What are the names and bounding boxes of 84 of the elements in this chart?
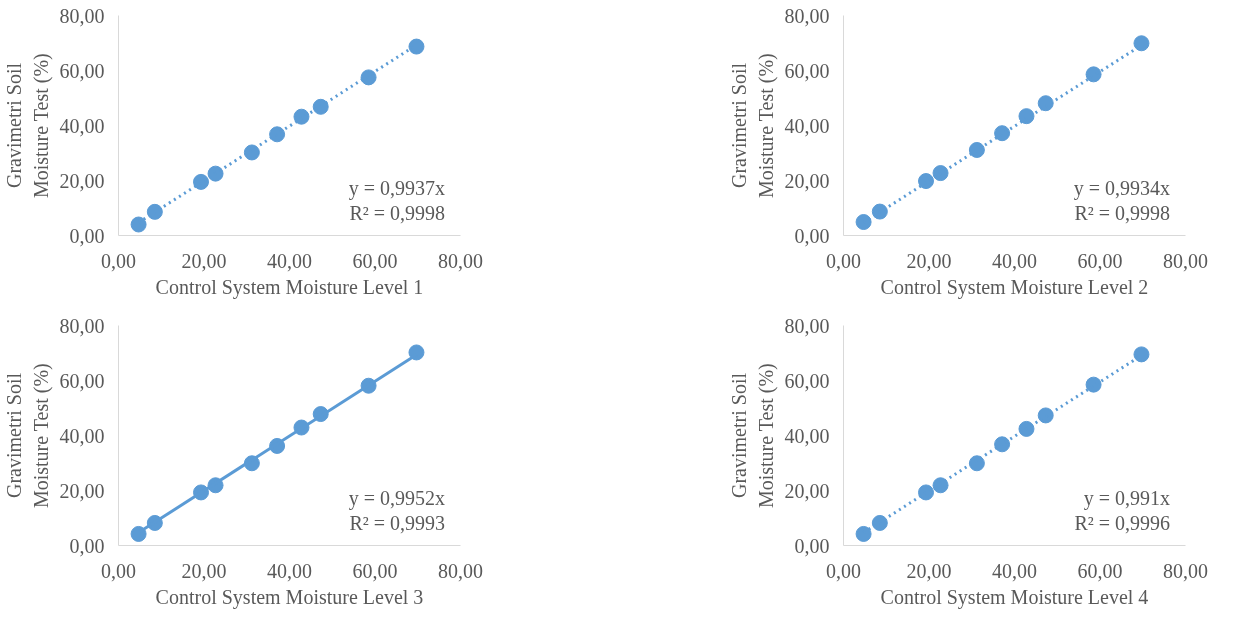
x-tick-label: 60,00 xyxy=(1077,559,1123,582)
y-tick-label: 0,00 xyxy=(794,224,830,247)
point xyxy=(312,98,329,115)
point xyxy=(968,455,985,472)
x-tick-label: 80,00 xyxy=(438,249,483,272)
y-axis-title: Gravimetri Soil Moisture Test (%) xyxy=(728,363,778,509)
point xyxy=(293,108,310,125)
point xyxy=(243,144,260,161)
y-tick-label: 20,00 xyxy=(784,479,830,502)
point xyxy=(918,484,935,501)
point xyxy=(1085,376,1102,393)
x-tick-label: 80,00 xyxy=(1163,249,1208,272)
x-tick-label: 60,00 xyxy=(1077,249,1123,272)
point xyxy=(1018,108,1035,125)
point xyxy=(130,216,147,233)
point xyxy=(932,165,949,182)
x-tick-label: 0,00 xyxy=(826,559,861,582)
x-tick-label: 0,00 xyxy=(101,559,136,582)
x-tick-label: 20,00 xyxy=(906,249,952,272)
point xyxy=(193,173,210,190)
x-tick-label: 60,00 xyxy=(352,249,398,272)
y-tick-label: 40,00 xyxy=(784,114,830,137)
annotation: y = 0,9934x R² = 0,9998 xyxy=(1073,177,1171,225)
x-tick-label: 0,00 xyxy=(826,249,861,272)
y-tick-label: 60,00 xyxy=(784,59,830,82)
x-axis-title: Control System Moisture Level 1 xyxy=(155,275,424,299)
x-tick-label: 0,00 xyxy=(101,249,136,272)
y-tick-label: 80,00 xyxy=(784,4,830,27)
y-tick-label: 0,00 xyxy=(794,534,830,557)
x-axis-title: Control System Moisture Level 3 xyxy=(155,585,424,609)
point xyxy=(269,126,286,143)
y-axis-title: Gravimetri Soil Moisture Test (%) xyxy=(728,53,778,199)
point xyxy=(1085,66,1102,83)
point xyxy=(855,214,872,231)
y-tick-label: 40,00 xyxy=(784,424,830,447)
y-tick-label: 40,00 xyxy=(59,114,105,137)
annotation: y = 0,9937x R² = 0,9998 xyxy=(348,177,446,225)
annotation: y = 0,991x R² = 0,9996 xyxy=(1074,487,1171,535)
y-axis-title: Gravimetri Soil Moisture Test (%) xyxy=(3,53,53,199)
y-tick-label: 80,00 xyxy=(784,314,830,337)
point xyxy=(1037,407,1054,424)
y-tick-label: 60,00 xyxy=(59,369,105,392)
point xyxy=(994,436,1011,453)
x-tick-label: 40,00 xyxy=(992,559,1037,582)
point xyxy=(968,141,985,158)
x-tick-label: 20,00 xyxy=(181,559,227,582)
point xyxy=(1133,346,1150,363)
y-axis-title: Gravimetri Soil Moisture Test (%) xyxy=(3,363,53,509)
point xyxy=(918,173,935,190)
y-tick-label: 80,00 xyxy=(59,314,105,337)
x-tick-label: 40,00 xyxy=(267,249,312,272)
x-tick-label: 40,00 xyxy=(992,249,1037,272)
x-tick-label: 40,00 xyxy=(267,559,312,582)
point xyxy=(207,165,224,182)
x-axis-title: Control System Moisture Level 4 xyxy=(880,585,1149,609)
point xyxy=(1133,35,1150,52)
y-tick-label: 40,00 xyxy=(59,424,105,447)
point xyxy=(932,477,949,494)
x-tick-label: 80,00 xyxy=(438,559,483,582)
point xyxy=(408,38,425,55)
x-tick-label: 20,00 xyxy=(906,559,952,582)
x-tick-label: 20,00 xyxy=(181,249,227,272)
point xyxy=(130,525,147,542)
y-tick-label: 60,00 xyxy=(59,59,105,82)
x-tick-label: 60,00 xyxy=(352,559,398,582)
y-tick-label: 0,00 xyxy=(69,534,105,557)
annotation: y = 0,9952x R² = 0,9993 xyxy=(348,487,446,535)
x-axis-title: Control System Moisture Level 2 xyxy=(880,275,1149,299)
point xyxy=(360,69,377,86)
y-tick-label: 60,00 xyxy=(784,369,830,392)
y-tick-label: 20,00 xyxy=(59,479,105,502)
point xyxy=(871,203,888,220)
point xyxy=(1018,420,1035,437)
point xyxy=(855,525,872,542)
point xyxy=(146,203,163,220)
point xyxy=(994,125,1011,142)
y-tick-label: 0,00 xyxy=(69,224,105,247)
y-tick-label: 80,00 xyxy=(59,4,105,27)
y-tick-label: 20,00 xyxy=(59,169,105,192)
point xyxy=(1037,95,1054,112)
x-tick-label: 80,00 xyxy=(1163,559,1208,582)
point xyxy=(408,344,425,361)
point xyxy=(871,514,888,531)
y-tick-label: 20,00 xyxy=(784,169,830,192)
